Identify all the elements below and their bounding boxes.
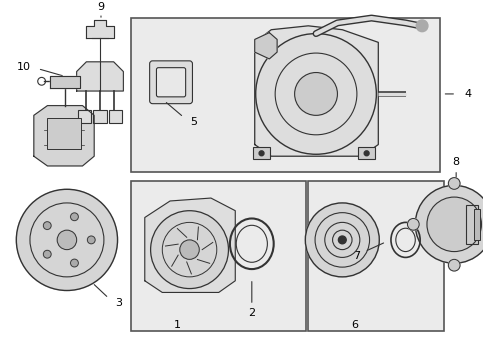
Polygon shape xyxy=(86,20,114,37)
FancyBboxPatch shape xyxy=(156,68,186,97)
Bar xyxy=(131,18,440,172)
Circle shape xyxy=(256,33,376,154)
Circle shape xyxy=(43,250,51,258)
Bar xyxy=(77,109,91,123)
Circle shape xyxy=(416,20,428,32)
Polygon shape xyxy=(34,105,94,166)
Text: 4: 4 xyxy=(464,89,471,99)
Circle shape xyxy=(259,151,264,156)
Circle shape xyxy=(71,259,78,267)
Bar xyxy=(93,109,107,123)
Polygon shape xyxy=(255,26,378,156)
Bar xyxy=(474,209,480,240)
Bar xyxy=(48,118,80,149)
Bar xyxy=(466,205,478,244)
Circle shape xyxy=(339,236,346,244)
Text: 1: 1 xyxy=(173,320,180,329)
Polygon shape xyxy=(145,198,235,292)
Circle shape xyxy=(448,259,460,271)
Text: 7: 7 xyxy=(353,251,361,261)
Circle shape xyxy=(427,197,482,252)
Text: 3: 3 xyxy=(116,298,122,308)
Polygon shape xyxy=(50,76,79,88)
Circle shape xyxy=(305,203,379,277)
Circle shape xyxy=(57,230,76,249)
Circle shape xyxy=(364,151,369,156)
Polygon shape xyxy=(76,62,123,91)
Text: 5: 5 xyxy=(190,117,197,127)
Bar xyxy=(308,181,444,331)
Text: 6: 6 xyxy=(351,320,359,329)
Text: 2: 2 xyxy=(248,308,255,318)
Circle shape xyxy=(150,211,228,289)
Circle shape xyxy=(43,222,51,229)
Polygon shape xyxy=(255,33,277,59)
Bar xyxy=(253,148,270,159)
Bar xyxy=(358,148,375,159)
Circle shape xyxy=(408,219,419,230)
Circle shape xyxy=(416,185,490,263)
Circle shape xyxy=(180,240,199,259)
FancyBboxPatch shape xyxy=(149,61,193,104)
Circle shape xyxy=(294,72,338,115)
Text: 9: 9 xyxy=(98,2,104,12)
Circle shape xyxy=(489,219,490,230)
Text: 10: 10 xyxy=(17,62,31,72)
Text: 8: 8 xyxy=(453,157,460,167)
Circle shape xyxy=(448,177,460,189)
Bar xyxy=(131,181,306,331)
Circle shape xyxy=(16,189,118,291)
Bar xyxy=(109,109,122,123)
Circle shape xyxy=(71,213,78,221)
Circle shape xyxy=(87,236,95,244)
